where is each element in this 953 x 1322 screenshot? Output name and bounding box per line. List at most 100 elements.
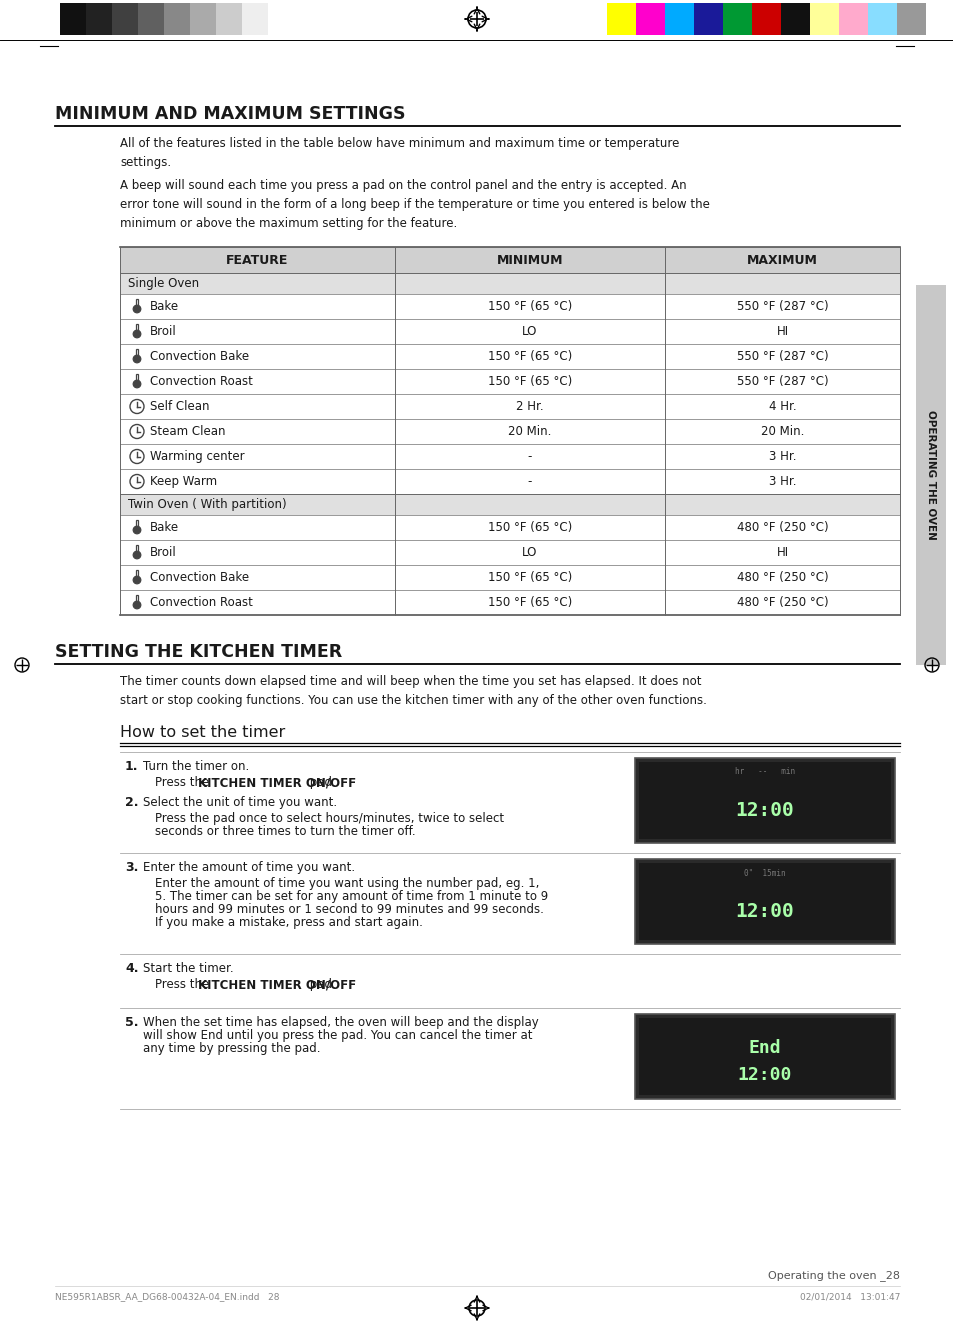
Text: If you make a mistake, press and start again.: If you make a mistake, press and start a… xyxy=(154,916,422,929)
Bar xyxy=(120,590,899,615)
Bar xyxy=(112,3,138,34)
Text: 12:00: 12:00 xyxy=(737,1067,791,1084)
Text: SETTING THE KITCHEN TIMER: SETTING THE KITCHEN TIMER xyxy=(55,642,342,661)
Bar xyxy=(751,3,781,34)
Text: 4 Hr.: 4 Hr. xyxy=(768,401,796,412)
Text: 20 Min.: 20 Min. xyxy=(508,424,551,438)
Bar xyxy=(164,3,190,34)
Text: 550 °F (287 °C): 550 °F (287 °C) xyxy=(736,350,827,364)
Text: HI: HI xyxy=(776,325,788,338)
Text: How to set the timer: How to set the timer xyxy=(120,724,285,740)
Circle shape xyxy=(133,330,141,338)
Bar xyxy=(60,3,86,34)
Text: LO: LO xyxy=(521,546,537,559)
Text: HI: HI xyxy=(776,546,788,559)
Bar xyxy=(120,539,899,564)
Text: 5.: 5. xyxy=(125,1017,138,1029)
Bar xyxy=(135,324,138,333)
Text: any time by pressing the pad.: any time by pressing the pad. xyxy=(143,1042,320,1055)
Bar xyxy=(639,1018,890,1095)
Text: Enter the amount of time you want using the number pad, eg. 1,: Enter the amount of time you want using … xyxy=(154,876,538,890)
Bar xyxy=(635,1014,894,1099)
Text: 3 Hr.: 3 Hr. xyxy=(768,449,796,463)
Bar xyxy=(120,344,899,369)
Text: will show End until you press the pad. You can cancel the timer at: will show End until you press the pad. Y… xyxy=(143,1029,532,1042)
Circle shape xyxy=(130,424,144,439)
Circle shape xyxy=(133,602,141,609)
Text: 3.: 3. xyxy=(125,861,138,874)
Text: 550 °F (287 °C): 550 °F (287 °C) xyxy=(736,375,827,387)
Circle shape xyxy=(133,381,141,387)
Bar xyxy=(896,3,925,34)
Text: A beep will sound each time you press a pad on the control panel and the entry i: A beep will sound each time you press a … xyxy=(120,178,709,230)
Text: KITCHEN TIMER ON/OFF: KITCHEN TIMER ON/OFF xyxy=(198,776,355,789)
Text: The timer counts down elapsed time and will beep when the time you set has elaps: The timer counts down elapsed time and w… xyxy=(120,676,706,707)
Text: 12:00: 12:00 xyxy=(735,801,794,820)
Bar xyxy=(781,3,809,34)
Text: Warming center: Warming center xyxy=(150,449,244,463)
Text: Convection Bake: Convection Bake xyxy=(150,571,249,584)
Text: 3 Hr.: 3 Hr. xyxy=(768,475,796,488)
Bar xyxy=(120,564,899,590)
Bar xyxy=(120,394,899,419)
Circle shape xyxy=(130,399,144,414)
Bar xyxy=(693,3,722,34)
Text: 150 °F (65 °C): 150 °F (65 °C) xyxy=(487,350,572,364)
Text: Convection Roast: Convection Roast xyxy=(150,375,253,387)
Circle shape xyxy=(133,305,141,313)
Text: Broil: Broil xyxy=(150,325,176,338)
Text: Convection Roast: Convection Roast xyxy=(150,596,253,609)
Text: Start the timer.: Start the timer. xyxy=(143,962,233,976)
Text: MINIMUM AND MAXIMUM SETTINGS: MINIMUM AND MAXIMUM SETTINGS xyxy=(55,104,405,123)
Text: 150 °F (65 °C): 150 °F (65 °C) xyxy=(487,300,572,313)
Bar xyxy=(639,761,890,839)
Bar xyxy=(86,3,112,34)
Text: seconds or three times to turn the timer off.: seconds or three times to turn the timer… xyxy=(154,825,416,838)
Text: 5. The timer can be set for any amount of time from 1 minute to 9: 5. The timer can be set for any amount o… xyxy=(154,890,548,903)
Text: Select the unit of time you want.: Select the unit of time you want. xyxy=(143,796,336,809)
Bar xyxy=(636,3,664,34)
Text: 2 Hr.: 2 Hr. xyxy=(516,401,543,412)
Text: Self Clean: Self Clean xyxy=(150,401,210,412)
Bar xyxy=(120,293,899,319)
Bar xyxy=(915,286,945,665)
Text: hr   --   min: hr -- min xyxy=(734,768,794,776)
Text: hours and 99 minutes or 1 second to 99 minutes and 99 seconds.: hours and 99 minutes or 1 second to 99 m… xyxy=(154,903,543,916)
Circle shape xyxy=(130,449,144,464)
Bar xyxy=(135,299,138,308)
Text: 2.: 2. xyxy=(125,796,138,809)
Text: 20 Min.: 20 Min. xyxy=(760,424,803,438)
Circle shape xyxy=(133,526,141,534)
Bar xyxy=(639,863,890,940)
Text: When the set time has elapsed, the oven will beep and the display: When the set time has elapsed, the oven … xyxy=(143,1017,538,1029)
Text: -: - xyxy=(527,475,532,488)
Bar xyxy=(120,247,899,274)
Bar xyxy=(120,516,899,539)
Text: Enter the amount of time you want.: Enter the amount of time you want. xyxy=(143,861,355,874)
Text: Press the pad once to select hours/minutes, twice to select: Press the pad once to select hours/minut… xyxy=(154,812,503,825)
Bar xyxy=(120,494,899,516)
Bar xyxy=(120,444,899,469)
Text: Convection Bake: Convection Bake xyxy=(150,350,249,364)
Bar xyxy=(867,3,896,34)
Text: Turn the timer on.: Turn the timer on. xyxy=(143,760,249,773)
Bar xyxy=(664,3,693,34)
Text: 1.: 1. xyxy=(125,760,138,773)
Circle shape xyxy=(133,551,141,559)
Text: Bake: Bake xyxy=(150,300,179,313)
Text: pad.: pad. xyxy=(306,776,335,789)
Text: MAXIMUM: MAXIMUM xyxy=(746,254,817,267)
Bar xyxy=(135,520,138,529)
Bar xyxy=(635,758,894,843)
Text: End: End xyxy=(748,1039,781,1058)
Text: Operating the oven _28: Operating the oven _28 xyxy=(767,1270,899,1281)
Bar xyxy=(120,419,899,444)
Text: 480 °F (250 °C): 480 °F (250 °C) xyxy=(736,571,827,584)
Text: FEATURE: FEATURE xyxy=(226,254,289,267)
Circle shape xyxy=(133,576,141,584)
Text: MINIMUM: MINIMUM xyxy=(497,254,562,267)
Text: 12:00: 12:00 xyxy=(735,902,794,921)
Bar xyxy=(635,859,894,944)
Bar xyxy=(606,3,636,34)
Bar xyxy=(809,3,838,34)
